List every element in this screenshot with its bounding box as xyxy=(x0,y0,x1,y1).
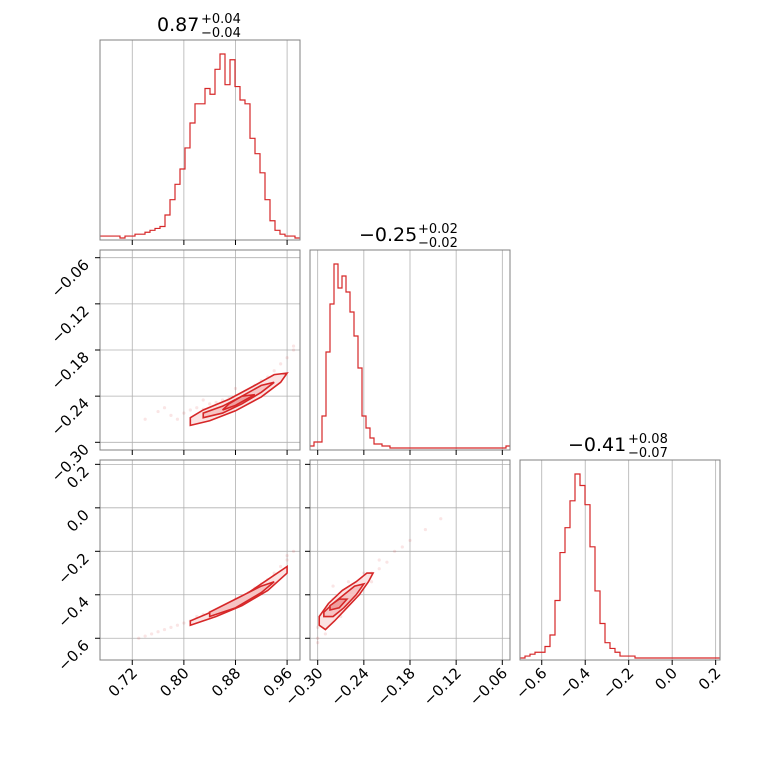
contour-line-2-0-1 xyxy=(208,580,275,618)
y-tick-label: −0.6 xyxy=(54,636,92,674)
title-param-2-lower: −0.07 xyxy=(628,446,668,461)
sample-point xyxy=(182,621,186,625)
x-tick-label: 0.0 xyxy=(651,664,681,694)
sample-point xyxy=(233,386,238,391)
sample-point xyxy=(143,417,147,421)
contour-line-1-0-0 xyxy=(189,372,289,427)
sample-point xyxy=(423,527,427,532)
sample-point xyxy=(143,634,147,638)
sample-point xyxy=(156,630,160,634)
contour-line-2-1-1 xyxy=(323,582,366,618)
title-param-0-upper: +0.04 xyxy=(201,12,241,27)
marks-layer xyxy=(100,53,720,659)
sample-point xyxy=(316,636,320,640)
y-tick-label: −0.24 xyxy=(48,394,93,439)
x-tick-label: −0.12 xyxy=(420,664,465,709)
title-param-2-upper: +0.08 xyxy=(628,432,668,447)
y-tick-label: −0.06 xyxy=(48,256,93,301)
histogram-param-0 xyxy=(100,53,300,239)
contour-fill-2-0-0 xyxy=(190,566,288,626)
grid-layer xyxy=(100,40,717,660)
title-param-1-lower: −0.02 xyxy=(418,236,458,251)
sample-point xyxy=(162,406,167,410)
sample-point xyxy=(291,549,296,553)
sample-point xyxy=(291,348,296,352)
x-tick-label: −0.06 xyxy=(466,664,511,709)
title-param-0-value: 0.87 xyxy=(157,14,199,36)
y-tick-label: −0.4 xyxy=(54,593,92,631)
histogram-param-2 xyxy=(520,473,720,659)
sample-point xyxy=(377,567,381,571)
title-param-2-value: −0.41 xyxy=(568,434,626,456)
sample-point xyxy=(169,413,173,417)
histogram-param-1 xyxy=(310,263,510,449)
sample-point xyxy=(150,632,154,636)
contour-line-2-1-2 xyxy=(329,598,349,612)
sample-point xyxy=(385,560,389,564)
sample-point xyxy=(316,641,320,645)
sample-point xyxy=(175,417,180,421)
title-param-1: −0.25 xyxy=(359,224,417,246)
contour-line-1-0-1 xyxy=(202,381,275,419)
sample-point xyxy=(377,558,381,562)
sample-point xyxy=(316,625,320,629)
sample-point xyxy=(279,564,283,569)
sample-point xyxy=(285,554,289,558)
title-param-0: 0.87 xyxy=(157,14,199,36)
sample-point xyxy=(175,623,180,627)
sample-point xyxy=(162,627,167,632)
sample-point xyxy=(369,580,374,584)
x-tick-label: 0.72 xyxy=(105,664,141,700)
sample-point xyxy=(208,402,212,406)
sample-point xyxy=(393,549,397,553)
sample-point xyxy=(188,408,192,412)
title-param-0-lower: −0.04 xyxy=(201,26,241,41)
x-tick-label: −0.18 xyxy=(374,664,419,709)
title-param-1-value: −0.25 xyxy=(359,224,417,246)
sample-point xyxy=(156,409,160,414)
title-param-1-upper: +0.02 xyxy=(418,222,458,237)
sample-point xyxy=(182,411,186,415)
sample-point xyxy=(214,400,218,404)
sample-point xyxy=(331,584,335,588)
x-tick-label: 0.80 xyxy=(156,664,192,700)
ticks-layer: −0.30−0.24−0.18−0.12−0.060.72 0.80 0.88 0.9… xyxy=(48,240,725,709)
sample-point xyxy=(137,636,141,640)
sample-point xyxy=(279,362,283,366)
y-tick-label: −0.2 xyxy=(54,549,92,587)
x-tick-label: −0.6 xyxy=(512,664,550,702)
sample-point xyxy=(362,571,366,575)
sample-point xyxy=(285,558,289,562)
x-tick-label: −0.4 xyxy=(556,664,594,702)
sample-point xyxy=(439,517,443,521)
panel-frame-0-0 xyxy=(99,39,301,241)
sample-point xyxy=(201,398,205,402)
sample-point xyxy=(400,545,404,549)
panel-frame-2-2 xyxy=(519,459,721,661)
title-param-2: −0.41 xyxy=(568,434,626,456)
x-tick-label: 0.2 xyxy=(695,664,725,694)
contour-line-2-1-0 xyxy=(318,572,375,631)
contour-fill-2-0-1 xyxy=(209,581,275,617)
x-tick-label: 0.88 xyxy=(208,664,244,700)
contour-line-1-0-2 xyxy=(222,393,256,411)
y-tick-label: 0.0 xyxy=(63,506,93,536)
contour-fill-2-1-2 xyxy=(330,599,347,610)
y-tick-label: −0.18 xyxy=(48,348,93,393)
sample-point xyxy=(291,344,296,348)
x-tick-label: −0.2 xyxy=(599,664,637,702)
sample-point xyxy=(346,580,351,584)
sample-point xyxy=(169,625,173,629)
y-tick-label: −0.12 xyxy=(48,302,93,347)
sample-point xyxy=(195,406,199,410)
sample-point xyxy=(285,356,289,360)
x-tick-label: −0.24 xyxy=(327,664,372,709)
panel-frame-2-0 xyxy=(99,459,301,661)
sample-point xyxy=(323,632,327,636)
sample-point xyxy=(408,538,412,543)
sample-point xyxy=(272,369,276,373)
